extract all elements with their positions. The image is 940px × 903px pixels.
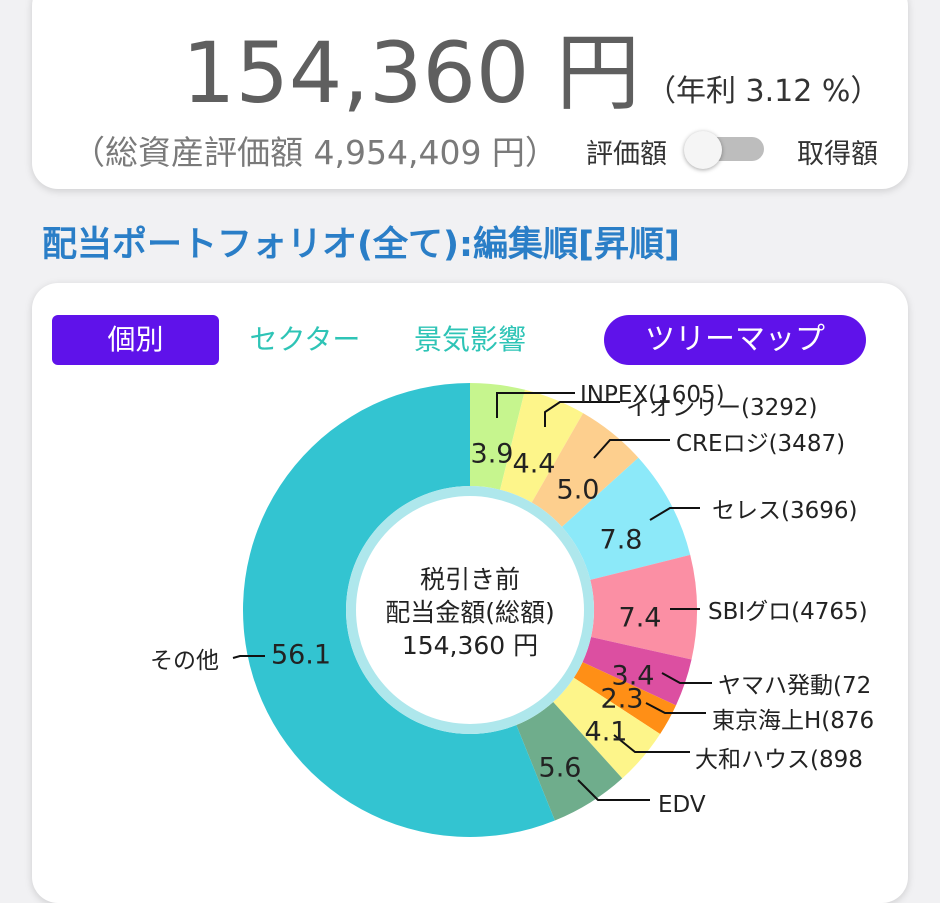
treemap-button[interactable]: ツリーマップ [604, 315, 866, 365]
toggle-thumb [684, 131, 722, 169]
slice-value-label: 3.4 [612, 661, 655, 692]
slice-name-label: EDV [658, 792, 706, 818]
slice-value-label: 7.4 [619, 603, 662, 634]
donut-slice[interactable] [516, 701, 623, 821]
donut-slice[interactable] [470, 383, 526, 490]
donut-hole [356, 496, 584, 724]
slice-value-label: 4.4 [513, 449, 556, 480]
donut-slice[interactable] [500, 389, 584, 503]
center-label-line1: 税引き前 [420, 565, 520, 594]
dividend-amount: 154,360 円 [182, 24, 641, 122]
donut-slice[interactable] [561, 457, 691, 580]
donut-slice[interactable] [582, 637, 692, 706]
callout-leader-line [577, 779, 650, 801]
tab-sector[interactable]: セクター [249, 323, 361, 356]
callout-leader-line [496, 392, 575, 418]
donut-slice[interactable] [553, 677, 661, 779]
donut-slice[interactable] [590, 554, 697, 660]
slice-value-label: 4.1 [585, 717, 628, 748]
donut-slice[interactable] [531, 413, 639, 527]
slice-name-label: セレス(3696) [712, 498, 857, 524]
valuation-toggle[interactable] [684, 131, 764, 169]
slice-value-label: 5.6 [539, 753, 582, 784]
donut-slice[interactable] [242, 383, 555, 837]
tab-economy[interactable]: 景気影響 [413, 323, 526, 356]
annual-yield: （年利 3.12 %） [646, 74, 881, 109]
total-valuation: （総資産評価額 4,954,409 円） [72, 133, 558, 172]
dividend-donut-chart: 3.9 INPEX(1605) 4.4 イオンリー(3292) 5.0 CREロジ(348… [150, 382, 874, 837]
slice-name-label: INPEX(1605) [580, 382, 725, 408]
slice-value-label: 7.8 [600, 525, 643, 556]
center-label-line2: 配当金額(総額) [385, 598, 555, 627]
slice-name-label: 東京海上H(876 [712, 708, 874, 734]
toggle-label-valuation: 評価額 [586, 139, 667, 170]
callout-leader-line [544, 401, 620, 427]
section-title: 配当ポートフォリオ(全て):編集順[昇順] [42, 225, 680, 265]
tab-individual[interactable]: 個別 [52, 315, 219, 365]
donut-slice[interactable] [573, 662, 676, 735]
callout-leader-line [645, 702, 706, 714]
callout-leader-line [593, 439, 670, 459]
callout-leader-line [613, 734, 690, 753]
center-label-amount: 154,360 円 [402, 631, 538, 660]
slice-value-label: 2.3 [601, 684, 644, 715]
slice-name-label: SBIグロ(4765) [708, 599, 868, 625]
slice-value-label: 56.1 [271, 640, 331, 671]
slice-value-label: 5.0 [557, 475, 600, 506]
slice-name-label: CREロジ(3487) [676, 431, 845, 457]
slice-name-label: ヤマハ発動(72 [718, 673, 871, 699]
slice-name-label: その他 [150, 648, 219, 674]
callout-leader-line [649, 507, 700, 521]
callout-leader-line [661, 672, 712, 684]
slice-name-label: 大和ハウス(898 [695, 747, 863, 773]
slice-value-label: 3.9 [471, 439, 514, 470]
toggle-label-cost: 取得額 [797, 139, 878, 170]
summary-card [32, 0, 908, 189]
callout-leader-line [232, 655, 265, 659]
slice-name-label: イオンリー(3292) [626, 395, 817, 421]
